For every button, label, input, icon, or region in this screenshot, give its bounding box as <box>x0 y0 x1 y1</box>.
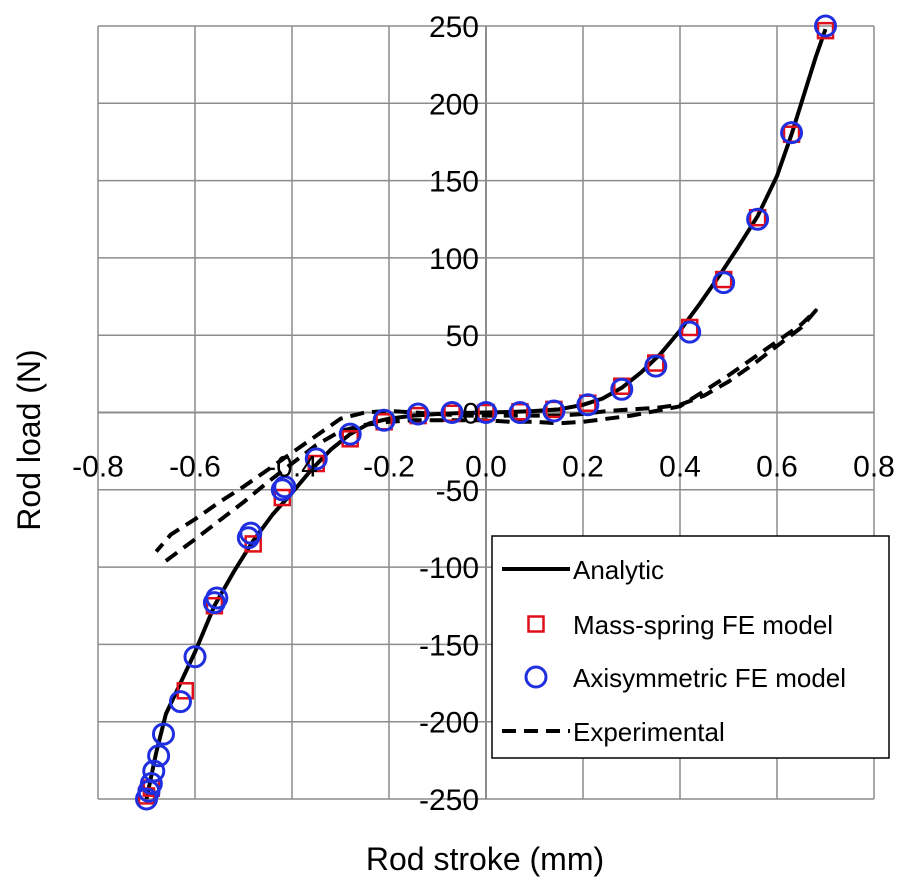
y-axis-label: Rod load (N) <box>11 349 47 530</box>
x-tick-label: 0.4 <box>659 451 701 484</box>
y-tick-label: -200 <box>419 707 479 740</box>
axisymmetric-point <box>406 402 430 426</box>
y-tick-label: 100 <box>429 243 479 276</box>
axisymmetric-point <box>205 586 229 610</box>
x-tick-label: 0.0 <box>465 451 507 484</box>
y-tick-label: -250 <box>419 784 479 817</box>
axisymmetric-point <box>168 690 192 714</box>
series <box>135 14 837 811</box>
x-axis-label: Rod stroke (mm) <box>366 841 604 877</box>
axisymmetric-point <box>338 422 362 446</box>
legend-label: Experimental <box>573 717 725 747</box>
axisymmetric-point <box>372 408 396 432</box>
axisymmetric-point <box>270 478 294 502</box>
x-tick-label: -0.2 <box>363 451 415 484</box>
x-tick-label: 0.6 <box>756 451 798 484</box>
mass-spring-point <box>511 402 529 421</box>
legend-label: Analytic <box>573 555 664 585</box>
axisymmetric-point <box>644 354 668 378</box>
axisymmetric-point <box>542 399 566 423</box>
legend: Analytic Mass-spring FE model Axisymmetric… <box>491 535 890 759</box>
y-tick-label: 200 <box>429 88 479 121</box>
axisymmetric-point <box>147 744 171 768</box>
legend-swatch-axisymmetric <box>524 665 548 689</box>
axisymmetric-point <box>712 271 736 295</box>
axisymmetric-point <box>576 393 600 417</box>
analytic-series-line <box>144 28 828 800</box>
axisymmetric-point <box>746 207 770 231</box>
y-tick-label: 150 <box>429 166 479 199</box>
x-tick-label: 0.2 <box>562 451 604 484</box>
axisymmetric-point <box>814 14 837 38</box>
x-tick-label: -0.6 <box>169 451 221 484</box>
axisymmetric-point <box>273 475 297 499</box>
x-tick-label: 0.8 <box>853 451 895 484</box>
axisymmetric-point <box>678 320 702 344</box>
legend-box <box>491 535 890 759</box>
mass-spring-point <box>443 404 461 423</box>
axisymmetric-point <box>440 401 464 424</box>
y-tick-label: 250 <box>429 11 479 44</box>
axisymmetric-point <box>183 645 207 669</box>
axisymmetric-point <box>304 447 328 471</box>
axisymmetric-point <box>508 401 532 424</box>
y-tick-label: -150 <box>419 629 479 662</box>
axisymmetric-point <box>239 521 263 545</box>
x-tick-label: -0.4 <box>266 451 318 484</box>
legend-swatch-mass-spring <box>527 615 545 633</box>
legend-label: Axisymmetric FE model <box>573 663 846 693</box>
axisymmetric-point <box>151 722 175 746</box>
axisymmetric-point <box>474 401 498 424</box>
mass-spring-point <box>244 535 262 553</box>
axisymmetric-point <box>780 121 804 145</box>
y-tick-label: -100 <box>419 552 479 585</box>
mass-spring-point <box>477 403 495 422</box>
axisymmetric-point <box>139 772 163 796</box>
y-tick-label: 0 <box>462 398 479 431</box>
legend-label: Mass-spring FE model <box>573 610 833 640</box>
axisymmetric-point <box>610 377 634 401</box>
y-tick-label: -50 <box>436 475 479 508</box>
x-tick-label: -0.8 <box>72 451 124 484</box>
y-tick-label: 50 <box>446 320 479 353</box>
tick-labels: -0.8 -0.6 -0.4 -0.2 0.0 0.2 0.4 0.6 0.8 -250 -200 -… <box>72 11 895 817</box>
axisymmetric-point <box>142 759 166 783</box>
